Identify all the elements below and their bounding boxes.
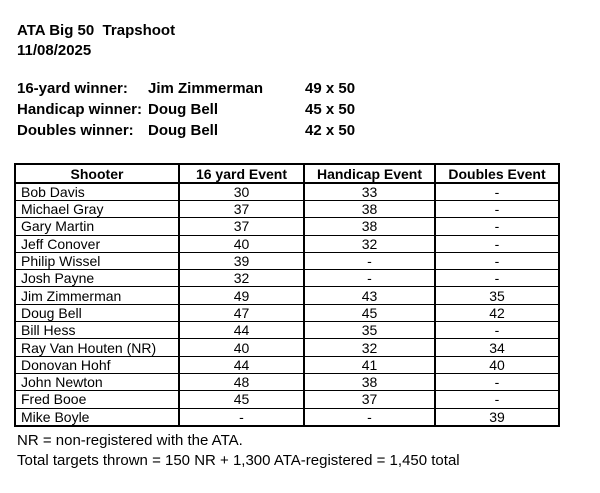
winner-name: Jim Zimmerman bbox=[148, 80, 264, 97]
document-title: ATA Big 50 Trapshoot bbox=[17, 22, 176, 39]
score-cell-doubles: 35 bbox=[434, 286, 560, 305]
table-row: Doug Bell 47 45 42 bbox=[14, 303, 560, 323]
shooter-name-cell: Donovan Hohf bbox=[14, 355, 180, 374]
winner-row-16-yard: 16-yard winner: Jim Zimmerman 49 x 50 bbox=[17, 78, 600, 99]
score-cell-handicap: 32 bbox=[303, 234, 436, 253]
score-cell-doubles: - bbox=[434, 269, 560, 288]
document-date: 11/08/2025 bbox=[17, 42, 92, 59]
table-row: John Newton 48 38 - bbox=[14, 372, 560, 392]
winner-name: Doug Bell bbox=[148, 101, 218, 118]
table-row: Jeff Conover 40 32 - bbox=[14, 234, 560, 253]
score-cell-handicap: 33 bbox=[303, 182, 436, 201]
score-cell-doubles: 40 bbox=[434, 355, 560, 374]
winner-row-doubles: Doubles winner: Doug Bell 42 x 50 bbox=[17, 120, 600, 141]
score-cell-16-yard: 40 bbox=[178, 234, 305, 253]
column-header-doubles-event: Doubles Event bbox=[434, 163, 560, 184]
score-cell-doubles: - bbox=[434, 217, 560, 236]
winner-score: 42 x 50 bbox=[305, 122, 356, 139]
score-cell-doubles: 34 bbox=[434, 338, 560, 357]
score-cell-16-yard: 49 bbox=[178, 286, 305, 305]
shooter-name-cell: Philip Wissel bbox=[14, 251, 180, 271]
score-cell-16-yard: 30 bbox=[178, 182, 305, 201]
results-table-header: Shooter 16 yard Event Handicap Event Dou… bbox=[14, 163, 560, 184]
table-row: Bob Davis 30 33 - bbox=[14, 182, 560, 201]
score-cell-doubles: - bbox=[434, 199, 560, 219]
table-row: Fred Booe 45 37 - bbox=[14, 390, 560, 409]
table-row: Michael Gray 37 38 - bbox=[14, 199, 560, 219]
score-cell-handicap: 32 bbox=[303, 338, 436, 357]
winner-label: Handicap winner: bbox=[17, 101, 143, 118]
score-cell-16-yard: 44 bbox=[178, 355, 305, 374]
winners-summary: 16-yard winner: Jim Zimmerman 49 x 50 Ha… bbox=[0, 78, 600, 141]
shooter-name-cell: Jim Zimmerman bbox=[14, 286, 180, 305]
score-cell-handicap: 35 bbox=[303, 321, 436, 340]
score-cell-doubles: - bbox=[434, 251, 560, 271]
score-cell-handicap: 37 bbox=[303, 390, 436, 409]
shooter-name-cell: Fred Booe bbox=[14, 390, 180, 409]
shooter-name-cell: Bill Hess bbox=[14, 321, 180, 340]
winner-row-handicap: Handicap winner: Doug Bell 45 x 50 bbox=[17, 99, 600, 120]
score-cell-doubles: 39 bbox=[434, 407, 560, 427]
shooter-name-cell: Gary Martin bbox=[14, 217, 180, 236]
column-header-handicap-event: Handicap Event bbox=[303, 163, 436, 184]
score-cell-16-yard: 39 bbox=[178, 251, 305, 271]
winner-name: Doug Bell bbox=[148, 122, 218, 139]
shooter-name-cell: John Newton bbox=[14, 372, 180, 392]
winner-label: Doubles winner: bbox=[17, 122, 134, 139]
table-row: Donovan Hohf 44 41 40 bbox=[14, 355, 560, 374]
column-header-shooter: Shooter bbox=[14, 163, 180, 184]
score-cell-16-yard: 45 bbox=[178, 390, 305, 409]
shooter-name-cell: Josh Payne bbox=[14, 269, 180, 288]
footnote-nr-definition: NR = non-registered with the ATA. bbox=[17, 431, 243, 449]
score-cell-handicap: 41 bbox=[303, 355, 436, 374]
column-header-16-yard-event: 16 yard Event bbox=[178, 163, 305, 184]
score-cell-handicap: 45 bbox=[303, 303, 436, 323]
table-row: Josh Payne 32 - - bbox=[14, 269, 560, 288]
score-cell-doubles: - bbox=[434, 390, 560, 409]
results-table-body: Bob Davis 30 33 - Michael Gray 37 38 - G… bbox=[14, 182, 560, 427]
score-cell-16-yard: - bbox=[178, 407, 305, 427]
score-cell-16-yard: 32 bbox=[178, 269, 305, 288]
shooter-name-cell: Jeff Conover bbox=[14, 234, 180, 253]
score-cell-handicap: 38 bbox=[303, 217, 436, 236]
shooter-name-cell: Michael Gray bbox=[14, 199, 180, 219]
winner-label: 16-yard winner: bbox=[17, 80, 128, 97]
score-cell-handicap: 38 bbox=[303, 199, 436, 219]
results-table: Shooter 16 yard Event Handicap Event Dou… bbox=[14, 163, 560, 427]
table-row: Gary Martin 37 38 - bbox=[14, 217, 560, 236]
winner-score: 49 x 50 bbox=[305, 80, 356, 97]
footnotes: NR = non-registered with the ATA. Total … bbox=[0, 431, 600, 471]
header-row: Shooter 16 yard Event Handicap Event Dou… bbox=[14, 163, 560, 184]
score-cell-doubles: - bbox=[434, 321, 560, 340]
score-cell-doubles: 42 bbox=[434, 303, 560, 323]
footnote-total-targets: Total targets thrown = 150 NR + 1,300 AT… bbox=[17, 451, 460, 469]
shooter-name-cell: Ray Van Houten (NR) bbox=[14, 338, 180, 357]
score-cell-16-yard: 37 bbox=[178, 199, 305, 219]
winner-score: 45 x 50 bbox=[305, 101, 356, 118]
score-cell-handicap: - bbox=[303, 251, 436, 271]
table-row: Philip Wissel 39 - - bbox=[14, 251, 560, 271]
score-cell-doubles: - bbox=[434, 372, 560, 392]
table-row: Mike Boyle - - 39 bbox=[14, 407, 560, 427]
table-row: Jim Zimmerman 49 43 35 bbox=[14, 286, 560, 305]
score-cell-16-yard: 40 bbox=[178, 338, 305, 357]
score-cell-16-yard: 37 bbox=[178, 217, 305, 236]
shooter-name-cell: Bob Davis bbox=[14, 182, 180, 201]
shooter-name-cell: Doug Bell bbox=[14, 303, 180, 323]
score-cell-handicap: - bbox=[303, 269, 436, 288]
score-cell-doubles: - bbox=[434, 234, 560, 253]
score-cell-doubles: - bbox=[434, 182, 560, 201]
score-cell-handicap: 43 bbox=[303, 286, 436, 305]
score-cell-16-yard: 47 bbox=[178, 303, 305, 323]
table-row: Bill Hess 44 35 - bbox=[14, 321, 560, 340]
score-cell-handicap: 38 bbox=[303, 372, 436, 392]
score-cell-16-yard: 44 bbox=[178, 321, 305, 340]
score-cell-16-yard: 48 bbox=[178, 372, 305, 392]
shooter-name-cell: Mike Boyle bbox=[14, 407, 180, 427]
table-row: Ray Van Houten (NR) 40 32 34 bbox=[14, 338, 560, 357]
score-cell-handicap: - bbox=[303, 407, 436, 427]
